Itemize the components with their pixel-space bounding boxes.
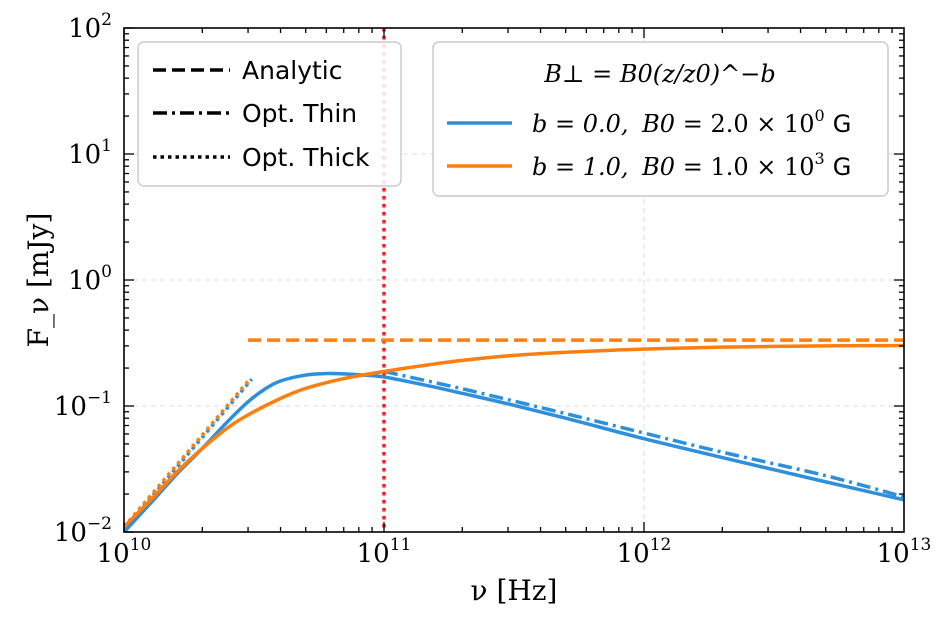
series-line-b-1-0-total <box>124 343 904 529</box>
y-tick-label: 10−1 <box>54 388 112 422</box>
x-axis-title: ν [Hz] <box>471 574 558 607</box>
series-line-b-1-0-optically-thick <box>124 380 250 528</box>
x-tick-label: 1010 <box>97 535 152 569</box>
y-axis-title: F_ν [mJy] <box>22 213 55 348</box>
legend-thick-label: Opt. Thick <box>242 143 370 172</box>
axis-ticks <box>123 27 904 533</box>
style-legend: Analytic Opt. Thin Opt. Thick <box>137 41 402 187</box>
legend-orange-label: b = 1.0, B0 = 1.0 × 103 G <box>532 149 851 181</box>
y-tick-label: 10−2 <box>54 514 112 548</box>
legend-blue-label: b = 0.0, B0 = 2.0 × 100 G <box>532 106 851 138</box>
y-tick-label: 101 <box>68 136 112 170</box>
tick-labels: 1010 1011 1012 1013 10−2 10−1 100 101 102 <box>54 10 932 569</box>
series-line-b-0-0-optically-thin <box>383 369 904 499</box>
plot-area <box>124 28 904 532</box>
series-legend-box <box>432 41 889 197</box>
y-tick-label: 100 <box>68 262 112 296</box>
series-legend: B⊥ = B0(z/z0)^−b b = 0.0, B0 = 2.0 × 100… <box>432 41 889 197</box>
x-tick-label: 1012 <box>617 535 672 569</box>
style-legend-box <box>137 41 402 187</box>
legend-analytic-label: Analytic <box>242 56 343 85</box>
y-tick-label: 102 <box>68 10 112 44</box>
legend-thin-label: Opt. Thin <box>242 99 357 128</box>
x-tick-label: 1013 <box>877 535 932 569</box>
series-legend-title: B⊥ = B0(z/z0)^−b <box>543 60 775 88</box>
x-tick-label: 1011 <box>357 535 412 569</box>
